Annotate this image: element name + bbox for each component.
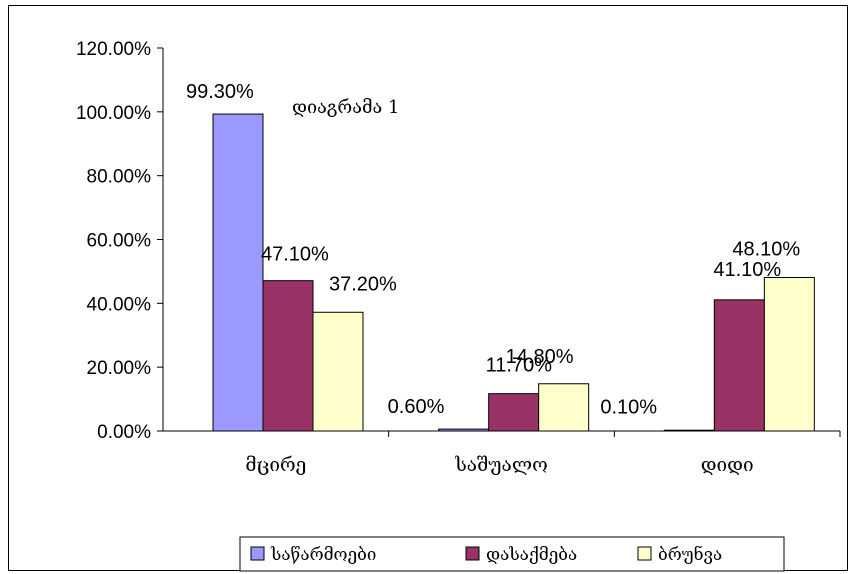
y-tick-label: 60.00% — [87, 231, 152, 252]
bar — [488, 393, 540, 432]
data-label: 99.30% — [186, 81, 254, 103]
y-tick-label: 0.00% — [97, 422, 151, 443]
bar — [713, 299, 765, 432]
x-category-label: დიდი — [701, 454, 754, 476]
data-label: 48.10% — [732, 238, 800, 260]
bar — [538, 383, 590, 432]
legend-swatch — [465, 546, 480, 561]
bar — [262, 280, 314, 432]
data-label: 41.10% — [713, 259, 781, 281]
bar — [312, 311, 364, 432]
chart-frame — [8, 5, 848, 571]
y-tick-label: 120.00% — [76, 39, 151, 60]
y-tick-label: 40.00% — [87, 294, 152, 315]
legend-swatch — [637, 546, 652, 561]
x-category-label: საშუალო — [454, 454, 548, 476]
data-label: 37.20% — [329, 273, 397, 295]
legend-label: საწარმოები — [270, 545, 376, 565]
data-label: 47.10% — [261, 244, 329, 266]
data-label: 0.60% — [388, 396, 445, 418]
chart-title: დიაგრამა 1 — [292, 97, 399, 118]
bar — [763, 276, 815, 432]
y-tick-label: 100.00% — [76, 103, 151, 124]
legend-swatch — [250, 546, 265, 561]
x-category-label: მცირე — [245, 454, 306, 476]
bar — [212, 113, 264, 432]
y-tick-label: 80.00% — [87, 167, 152, 188]
chart-legend: საწარმოები დასაქმება ბრუნვა — [239, 536, 785, 572]
legend-label: დასაქმება — [486, 545, 577, 565]
bar — [663, 429, 715, 432]
data-label: 11.70% — [486, 355, 553, 377]
y-tick-label: 20.00% — [87, 358, 152, 379]
chart-bars: 99.30% 0.60% 0.10% 47.10% 11.70% 41.10% 37.20%… — [186, 81, 815, 432]
data-label: 0.10% — [600, 397, 657, 419]
bar — [438, 428, 490, 432]
chart-axes: 0.00% 20.00% 40.00% 60.00% 80.00% 100.00% 120.… — [76, 39, 841, 476]
data-label: 14.80% — [506, 346, 574, 368]
legend-box — [239, 536, 785, 572]
legend-label: ბრუნვა — [658, 545, 722, 565]
